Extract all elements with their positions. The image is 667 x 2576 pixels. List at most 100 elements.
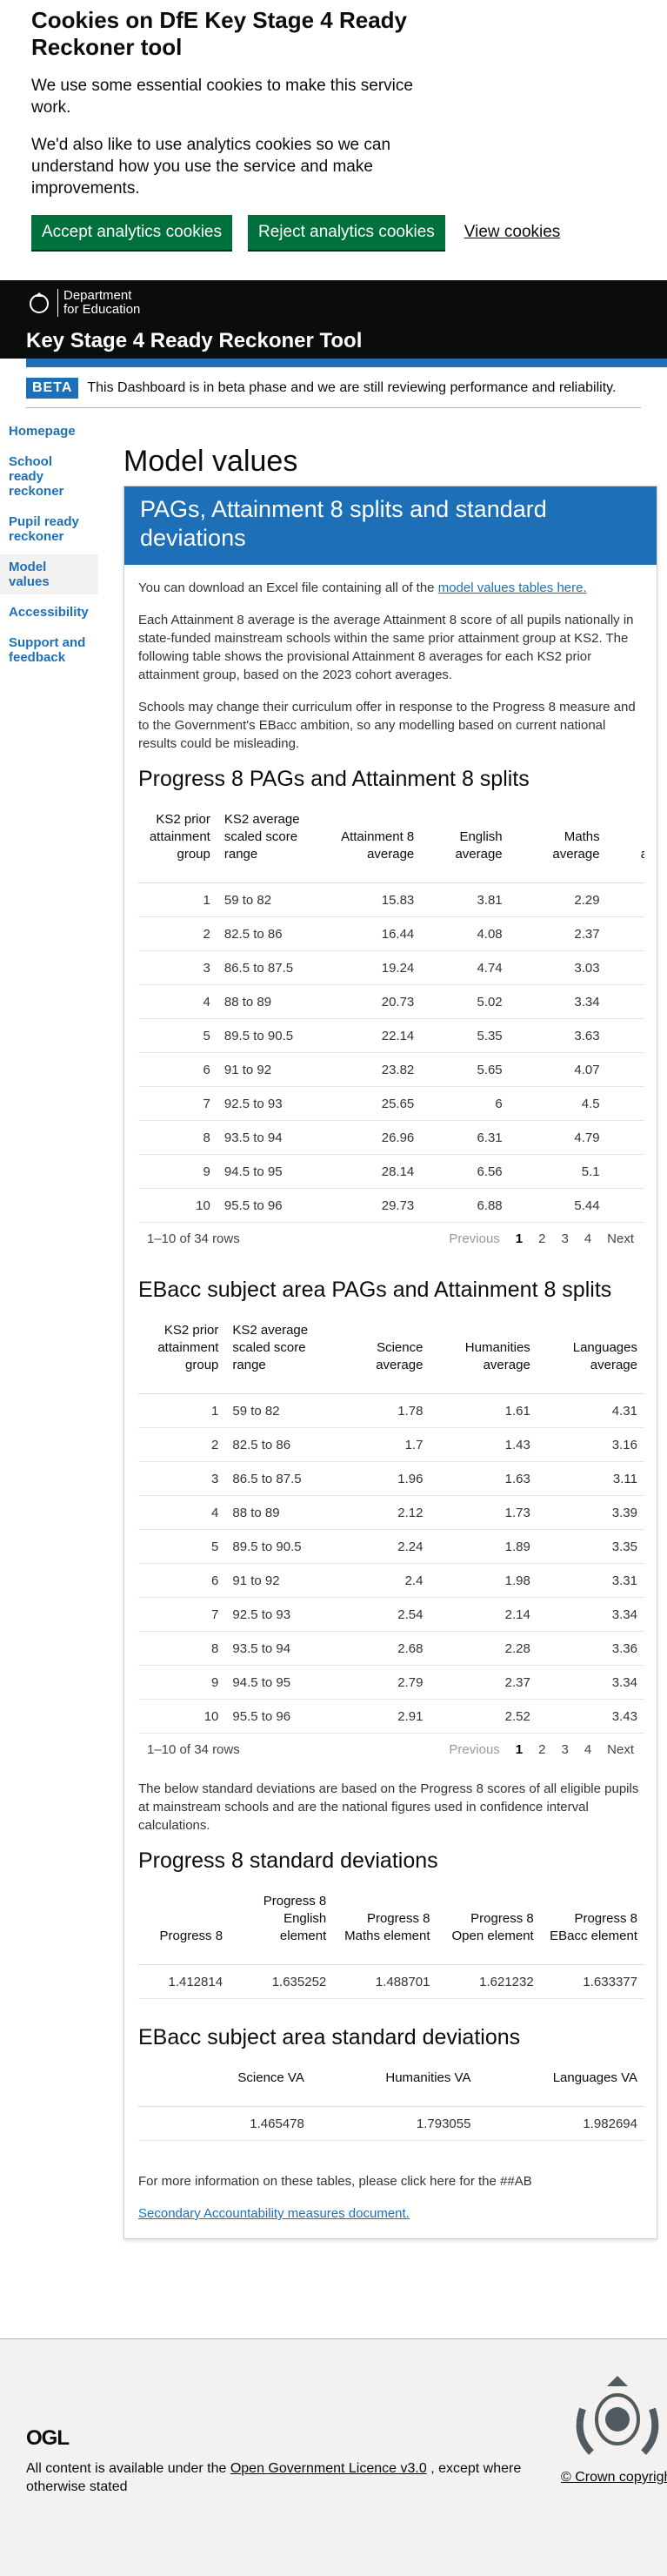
table-title: Progress 8 PAGs and Attainment 8 splits — [138, 767, 530, 791]
org-line: for Education — [63, 302, 141, 317]
column-header: Progress 8 EBacc element — [540, 1893, 644, 1965]
table-cell: 22.14 — [314, 1018, 422, 1053]
table-row: 1.465478 1.793055 1.982694 — [138, 2106, 644, 2141]
table-cell: 1.982694 — [477, 2106, 644, 2141]
paragraph: For more information on these tables, pl… — [138, 2174, 532, 2189]
table-cell: 2.68 — [334, 1631, 430, 1666]
cookie-actions: Accept analytics cookies Reject analytic… — [31, 215, 636, 250]
table-cell: 1.793055 — [310, 2106, 478, 2141]
page-link[interactable]: Next — [607, 1231, 634, 1246]
table-row: 6 91 to 92 2.4 1.98 3.31 — [138, 1563, 644, 1598]
table-cell: 3.03 — [509, 950, 607, 985]
column-header: Progress 8 English element — [230, 1893, 334, 1965]
spacer — [138, 1999, 643, 2016]
view-cookies-link[interactable]: View cookies — [464, 223, 561, 241]
table-section: Progress 8 PAGs and Attainment 8 splits K… — [138, 767, 644, 1269]
table-cell: 3.34 — [537, 1665, 644, 1700]
table-cell: 15.83 — [314, 882, 422, 917]
table-cell: 3.31 — [537, 1563, 644, 1598]
table-cell: 20.73 — [314, 984, 422, 1019]
table-cell: 3 — [138, 950, 217, 985]
table-wrap: Progress 8 Progress 8 English element Prog… — [138, 1893, 644, 1999]
page-link[interactable]: 4 — [584, 1742, 592, 1757]
table-cell: 2.29 — [509, 882, 607, 917]
table-cell: 6.56 — [421, 1154, 510, 1189]
table-cell: 6.7 — [606, 1086, 644, 1121]
nav-link[interactable]: Support and feedback — [9, 635, 86, 665]
column-header: Progress 8 — [138, 1893, 230, 1965]
header-row: KS2 prior attainment group KS2 average sc… — [138, 811, 644, 883]
page-link[interactable]: 1 — [515, 1742, 524, 1757]
table-cell: 2 — [138, 916, 217, 951]
nav-link[interactable]: Accessibility — [9, 605, 89, 620]
nav-link[interactable]: School ready reckoner — [9, 454, 64, 499]
page-link[interactable]: 3 — [561, 1231, 569, 1246]
table-cell: 5 — [138, 1529, 226, 1564]
table-cell: 86.5 to 87.5 — [225, 1461, 335, 1496]
table-cell: 4 — [138, 984, 217, 1019]
intro-text: You can download an Excel file containin… — [138, 580, 435, 595]
column-header: Progress 8 Open element — [437, 1893, 541, 1965]
service-title[interactable]: Key Stage 4 Ready Reckoner Tool — [26, 329, 363, 352]
page-link[interactable]: Next — [607, 1742, 634, 1757]
table-cell: 26.96 — [314, 1120, 422, 1155]
table-cell: 1.412814 — [138, 1964, 230, 1999]
table-cell: 1.7 — [334, 1427, 430, 1462]
org-logo[interactable]: Department for Education — [26, 289, 140, 317]
header-row: KS2 prior attainment group KS2 average sc… — [138, 1322, 644, 1394]
download-link[interactable]: model values tables here. — [437, 580, 587, 595]
pagination-bar: 1–10 of 34 rows Previous 1 2 3 4 Next — [138, 1223, 643, 1269]
nav-link[interactable]: Model values — [0, 554, 98, 594]
spacer — [138, 2141, 643, 2158]
table-wrap: KS2 prior attainment group KS2 average sc… — [138, 1322, 644, 1734]
nav-link[interactable]: Pupil ready reckoner — [9, 514, 79, 544]
table-wrap: KS2 prior attainment group KS2 average sc… — [138, 811, 644, 1223]
column-header: KS2 average scaled score range — [217, 811, 315, 883]
table-title: EBacc subject area PAGs and Attainment 8… — [138, 1278, 612, 1302]
main: Model values PAGs, Attainment 8 splits a… — [123, 419, 657, 2239]
page-link[interactable]: 3 — [561, 1742, 569, 1757]
copyright-link[interactable]: © Crown copyright — [561, 2470, 667, 2485]
page-link[interactable]: 1 — [515, 1231, 524, 1246]
column-header: Languages VA — [477, 2070, 644, 2107]
table-cell: 1 — [138, 1393, 226, 1428]
side-nav: Homepage School ready reckoner Pupil ready… — [0, 419, 98, 2239]
reject-button[interactable]: Reject analytics cookies — [248, 215, 445, 250]
org-name: Department for Education — [57, 289, 140, 317]
table-cell: 1.98 — [430, 1563, 537, 1598]
table-cell: 2.37 — [509, 916, 607, 951]
table-cell: 1.488701 — [333, 1964, 437, 1999]
page-link[interactable]: 4 — [584, 1231, 592, 1246]
page-link[interactable]: Previous — [449, 1742, 500, 1757]
table-row: 2 82.5 to 86 1.7 1.43 3.16 — [138, 1427, 644, 1462]
table-cell: 4.74 — [421, 950, 510, 985]
column-header: EBacc average — [606, 811, 644, 883]
table-cell: 4 — [138, 1495, 226, 1530]
licence: All content is available under the Open … — [26, 2459, 530, 2496]
nav-link[interactable]: Homepage — [9, 424, 76, 439]
page-link[interactable]: Previous — [449, 1231, 500, 1246]
accept-button[interactable]: Accept analytics cookies — [31, 215, 232, 250]
table-cell: 1.63 — [430, 1461, 537, 1496]
page-title: Model values — [123, 445, 298, 478]
table-cell: 2.12 — [334, 1495, 430, 1530]
column-header: Attainment 8 average — [314, 811, 422, 883]
table-cell: 2.91 — [334, 1699, 430, 1734]
page-link[interactable]: 2 — [538, 1231, 546, 1246]
table-cell: 7.0 — [606, 1120, 644, 1155]
table-cell: 91 to 92 — [217, 1052, 315, 1087]
table-cell: 9 — [138, 1154, 217, 1189]
licence-link[interactable]: Open Government Licence v3.0 — [230, 2461, 427, 2476]
phase-tag: BETA — [26, 378, 79, 399]
royal-crest — [576, 2376, 659, 2455]
column-header: Maths average — [509, 811, 607, 883]
column-header: Humanities VA — [310, 2070, 478, 2107]
table-cell: 59 to 82 — [217, 882, 315, 917]
page-link[interactable]: 2 — [538, 1742, 546, 1757]
accountability-link[interactable]: Secondary Accountability measures docume… — [138, 2206, 410, 2221]
